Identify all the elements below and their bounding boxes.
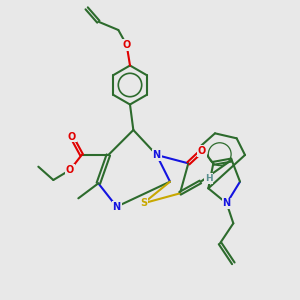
Text: O: O [122,40,131,50]
Text: N: N [223,198,231,208]
Text: O: O [66,165,74,175]
Text: N: N [153,150,161,160]
Text: O: O [198,146,206,156]
Text: O: O [68,132,76,142]
Text: S: S [140,198,147,208]
Text: H: H [205,174,213,183]
Text: N: N [112,202,121,212]
